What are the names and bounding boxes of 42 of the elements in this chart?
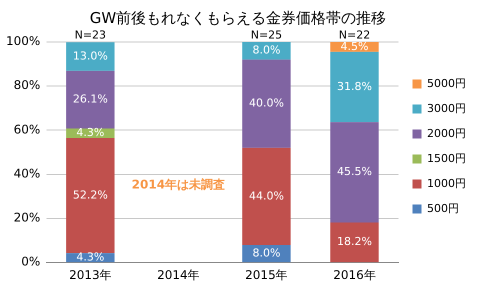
y-tick-label: 40% [14,166,40,180]
y-tick-label: 80% [14,78,40,92]
bar [242,148,291,245]
data-label: 4.3% [76,250,104,264]
data-label: 8.0% [252,246,280,260]
bar [66,42,115,71]
data-label: 18.2% [337,235,372,248]
y-tick-label: 100% [6,34,40,48]
data-label: 4.3% [76,126,104,140]
annotation: N=22 [338,28,370,42]
legend-label: 5000円 [427,76,466,90]
bar [66,138,115,254]
annotation: 2014年は未調査 [132,178,226,192]
y-tick-label: 0% [21,254,40,269]
x-tick-label: 2013年 [69,268,112,282]
bar [330,222,379,262]
data-label: 40.0% [248,96,284,110]
x-tick-label: 2016年 [333,268,376,282]
legend-label: 1500円 [427,152,466,165]
data-label: 13.0% [72,49,108,62]
data-label: 45.5% [337,165,372,178]
chart-title: GW前後もれなくもらえる金券価格帯の推移 [90,8,386,27]
data-label: 31.8% [337,80,372,93]
annotation: N=25 [250,28,282,42]
data-label: 44.0% [248,189,284,202]
data-label: 4.5% [340,40,368,53]
legend-label: 1000円 [427,176,466,190]
y-tick-label: 20% [14,210,40,225]
bar [66,70,115,128]
bar [330,52,379,122]
bar [242,60,291,148]
annotation: N=23 [74,28,106,42]
data-label: 26.1% [72,92,108,106]
x-tick-label: 2015年 [245,268,288,282]
legend-label: 2000円 [427,126,466,140]
data-label: 52.2% [72,188,108,202]
bar [330,122,379,222]
legend-label: 500円 [427,202,460,215]
x-tick-label: 2014年 [157,268,200,282]
legend-label: 3000円 [427,102,466,115]
data-label: 8.0% [252,44,280,57]
y-tick-label: 60% [14,122,40,136]
